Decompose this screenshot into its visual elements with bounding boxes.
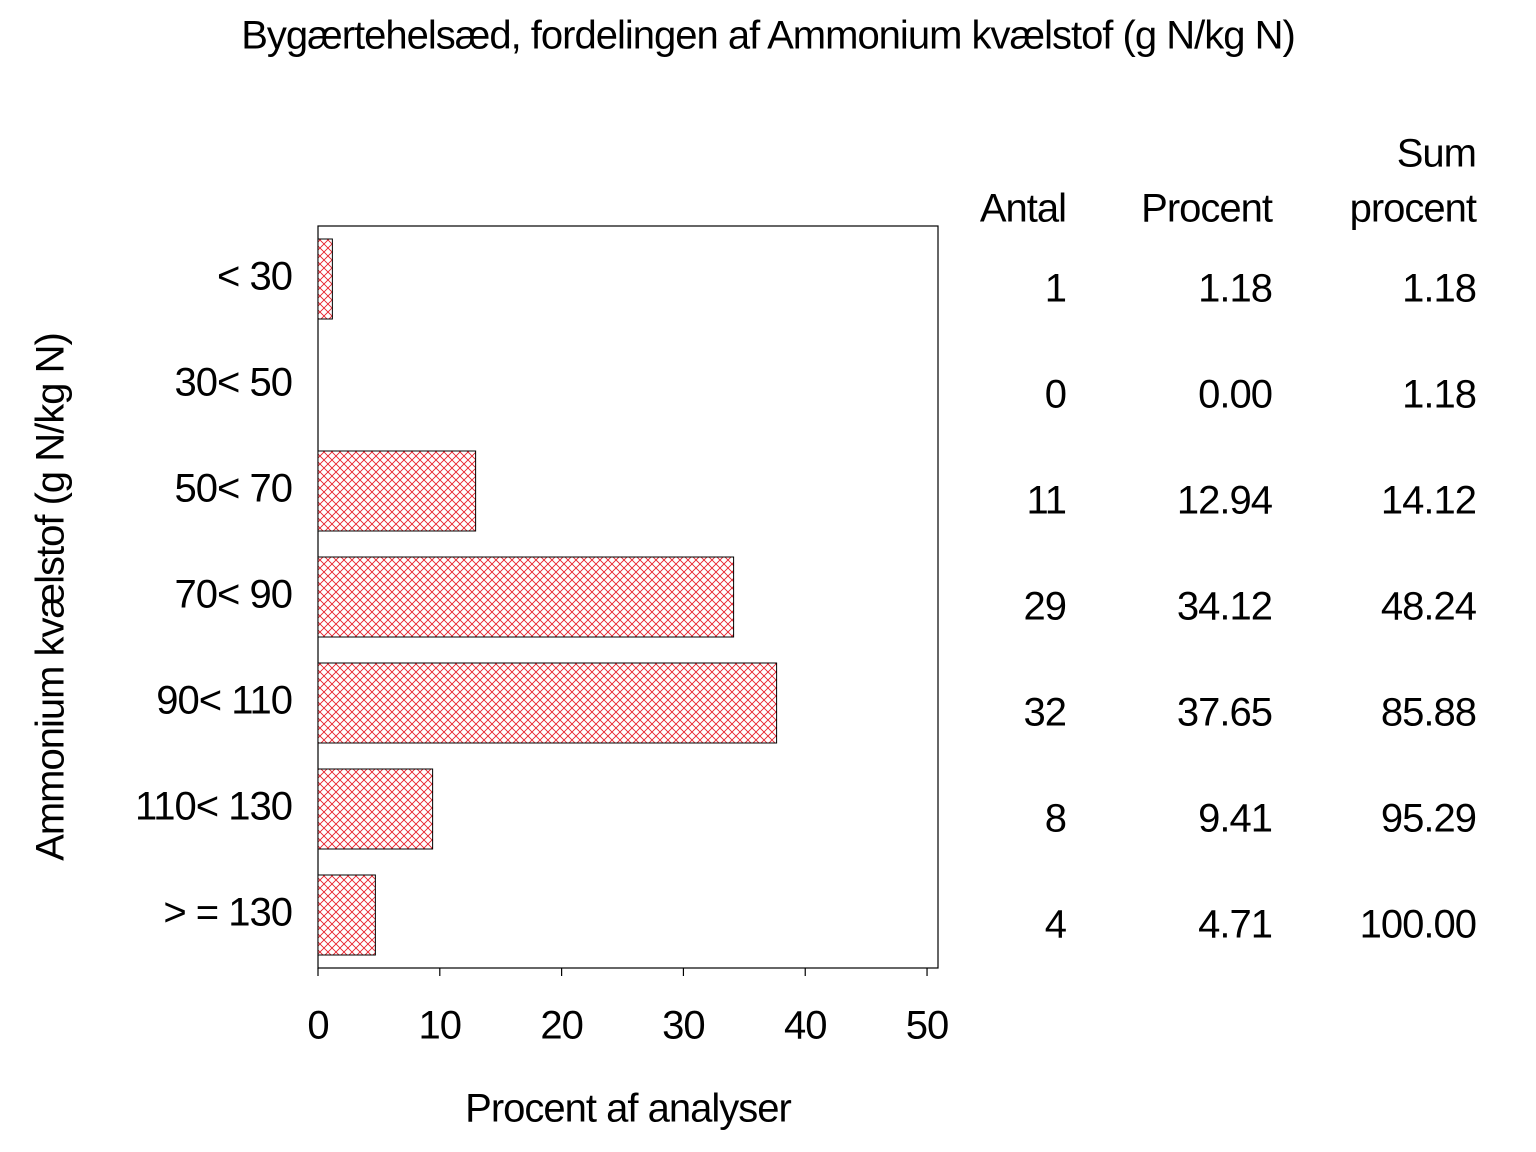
column-header: Antal xyxy=(980,187,1066,231)
bar xyxy=(317,450,477,532)
cumulative-cell: 85.88 xyxy=(1381,691,1476,735)
y-tick-label: 110< 130 xyxy=(135,785,292,829)
count-cell: 8 xyxy=(1045,797,1066,841)
x-tick-label: 10 xyxy=(419,1004,462,1048)
cumulative-cell: 95.29 xyxy=(1381,797,1476,841)
count-cell: 1 xyxy=(1045,267,1066,311)
x-tick-label: 0 xyxy=(307,1004,328,1048)
y-tick-label: 50< 70 xyxy=(175,467,292,511)
chart-title: Bygærtehelsæd, fordelingen af Ammonium k… xyxy=(241,14,1295,58)
percent-cell: 1.18 xyxy=(1198,267,1272,311)
count-cell: 29 xyxy=(1024,585,1067,629)
cumulative-cell: 1.18 xyxy=(1402,373,1476,417)
count-cell: 0 xyxy=(1045,373,1066,417)
cumulative-cell: 48.24 xyxy=(1381,585,1477,629)
x-tick-label: 50 xyxy=(906,1004,949,1048)
percent-cell: 37.65 xyxy=(1177,691,1272,735)
y-tick-label: > = 130 xyxy=(163,891,292,935)
bar xyxy=(317,238,333,320)
x-tick-label: 20 xyxy=(540,1004,583,1048)
column-header: Procent xyxy=(1141,187,1273,231)
x-axis-label: Procent af analyser xyxy=(465,1087,791,1131)
percent-cell: 34.12 xyxy=(1177,585,1272,629)
cumulative-cell: 1.18 xyxy=(1402,267,1476,311)
column-header: Sum xyxy=(1397,132,1476,176)
percent-cell: 9.41 xyxy=(1198,797,1272,841)
percent-cell: 4.71 xyxy=(1198,903,1272,947)
bar xyxy=(317,768,434,850)
cumulative-cell: 100.00 xyxy=(1360,903,1476,947)
y-tick-label: 90< 110 xyxy=(156,679,292,723)
cumulative-cell: 14.12 xyxy=(1381,479,1476,523)
bar xyxy=(317,556,735,638)
bar xyxy=(317,662,778,744)
percent-cell: 0.00 xyxy=(1198,373,1272,417)
percent-cell: 12.94 xyxy=(1177,479,1273,523)
y-tick-label: < 30 xyxy=(217,255,292,299)
y-axis-label: Ammonium kvælstof (g N/kg N) xyxy=(29,333,73,861)
x-tick-label: 40 xyxy=(784,1004,827,1048)
count-cell: 32 xyxy=(1024,691,1067,735)
column-header: procent xyxy=(1350,187,1477,231)
count-cell: 4 xyxy=(1045,903,1067,947)
count-cell: 11 xyxy=(1026,479,1066,523)
y-tick-label: 30< 50 xyxy=(175,361,292,405)
bar xyxy=(317,874,376,956)
x-tick-label: 30 xyxy=(662,1004,705,1048)
y-tick-label: 70< 90 xyxy=(175,573,292,617)
